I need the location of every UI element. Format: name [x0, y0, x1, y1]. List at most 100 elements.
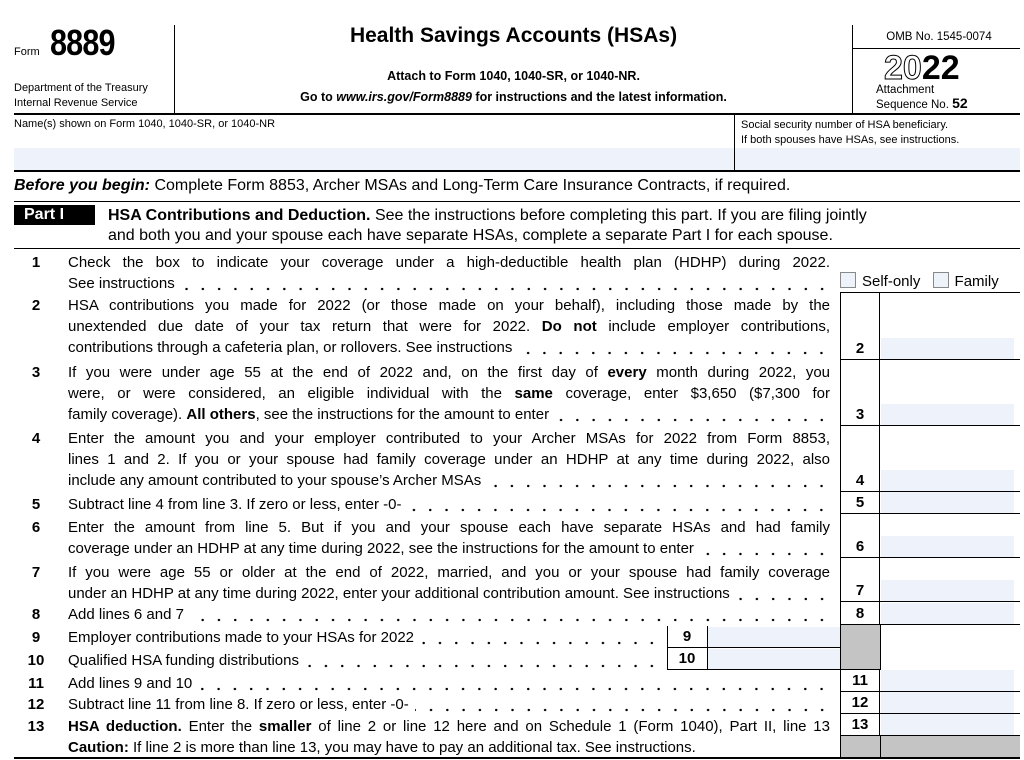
line-text: lines 1 and 2. If you or your spouse had… [68, 449, 830, 470]
line-text: Enter the amount you and your employer c… [68, 428, 830, 449]
ssn-label: Social security number of HSA beneficiar… [741, 119, 949, 131]
amount-field-line-2[interactable] [881, 338, 1014, 359]
before-you-begin: Before you begin: Complete Form 8853, Ar… [14, 177, 790, 195]
dot-leader [304, 650, 660, 671]
amount-field-line-5[interactable] [881, 492, 1014, 513]
amount-field-line-11[interactable] [881, 670, 1014, 691]
line-box-label: 11 [852, 672, 868, 689]
dot-leader [189, 604, 830, 625]
part-title: HSA Contributions and Deduction. [108, 207, 371, 224]
bold-text: every [607, 364, 647, 381]
line-text: If you were age 55 or older at the end o… [68, 562, 830, 583]
line-box-label: 13 [851, 716, 869, 733]
shaded-cell [840, 625, 881, 670]
line-box-label: 12 [851, 694, 869, 711]
text: were, or were considered, an eligible in… [68, 385, 515, 402]
divider [880, 624, 1020, 625]
tax-year: 2022 [884, 49, 960, 88]
divider [880, 557, 1020, 558]
line-box-7 [840, 558, 880, 602]
before-bold: Before you begin: [14, 177, 151, 194]
amount-field-line-7[interactable] [881, 580, 1014, 601]
dot-leader [420, 627, 660, 648]
text: family coverage). [68, 406, 187, 423]
text: Add lines 6 and 7 [68, 606, 184, 623]
line-box-label: 6 [855, 538, 865, 555]
dept-treasury: Department of the Treasury [14, 82, 148, 94]
divider [707, 648, 708, 670]
text: See instructions [68, 274, 175, 292]
text: include any amount contributed to your s… [68, 472, 482, 489]
family-label: Family [954, 273, 999, 290]
line-number: 3 [31, 364, 41, 381]
line-text: Subtract line 11 from line 8. If zero or… [68, 694, 830, 715]
line-text: contributions through a cafeteria plan, … [68, 337, 830, 358]
amount-field-line-8[interactable] [881, 603, 1014, 624]
dot-leader [735, 582, 830, 604]
line-text: Add lines 9 and 10 [68, 673, 830, 694]
line-box-label: 8 [855, 605, 865, 622]
line-text: Caution: If line 2 is more than line 13,… [68, 737, 830, 758]
amount-field-line-6[interactable] [881, 536, 1014, 557]
self-only-checkbox[interactable] [840, 272, 856, 288]
text: HSA contributions you made for 2022 (or … [68, 297, 830, 314]
divider [880, 491, 1020, 492]
divider [880, 601, 1020, 602]
dept-irs: Internal Revenue Service [14, 97, 138, 109]
divider [880, 425, 1020, 426]
year-outline: 20 [884, 49, 923, 88]
text: under an HDHP at any time during 2022, e… [68, 584, 730, 602]
line-number: 1 [31, 254, 41, 271]
line-box-label: 10 [678, 650, 696, 667]
family-checkbox[interactable] [932, 272, 949, 288]
amount-field-line-9[interactable] [708, 627, 840, 647]
text: coverage, enter $3,650 ($7,300 for [552, 385, 830, 402]
line-text: were, or were considered, an eligible in… [68, 383, 830, 404]
form-title: Health Savings Accounts (HSAs) [349, 24, 678, 47]
dot-leader [555, 404, 830, 425]
sequence-label: Sequence No. [876, 99, 949, 111]
text: of line 2 or line 12 here and on Schedul… [311, 718, 830, 735]
line-box-5 [840, 492, 880, 514]
line-box-10 [667, 648, 840, 670]
line-text: Enter the amount from line 5. But if you… [68, 517, 830, 538]
text: Subtract line 4 from line 3. If zero or … [68, 496, 402, 513]
text: Enter the [181, 718, 259, 735]
line-box-label: 3 [855, 406, 865, 423]
amount-field-line-10[interactable] [708, 649, 840, 669]
text: lines 1 and 2. If you or your spouse had… [68, 451, 830, 468]
line-number: 2 [31, 297, 41, 314]
ssn-field[interactable] [735, 148, 1020, 170]
divider [707, 626, 708, 648]
line-box-9 [667, 626, 840, 648]
name-label: Name(s) shown on Form 1040, 1040-SR, or … [14, 118, 276, 130]
line-number: 13 [27, 718, 45, 735]
line-text: Qualified HSA funding distributions [68, 650, 660, 671]
amount-field-line-13[interactable] [881, 714, 1014, 735]
text: Subtract line 11 from line 8. If zero or… [68, 696, 409, 713]
form-number: 8889 [50, 22, 116, 63]
line-text: If you were under age 55 at the end of 2… [68, 362, 830, 383]
line-text: family coverage). All others, see the in… [68, 404, 830, 425]
coverage-checkboxes: Self-only Family [840, 272, 999, 290]
amount-field-line-4[interactable] [881, 470, 1014, 491]
part-tag: Part I [14, 205, 95, 225]
line-box-label: 7 [855, 582, 865, 599]
irs-link[interactable]: www.irs.gov/Form8889 [336, 90, 472, 104]
self-only-option[interactable]: Self-only [840, 272, 920, 290]
line-text: include any amount contributed to your s… [68, 470, 830, 491]
divider [880, 691, 1020, 692]
divider [880, 359, 1020, 360]
name-field[interactable] [14, 148, 734, 170]
family-option[interactable]: Family [932, 272, 999, 290]
dot-leader [414, 694, 830, 715]
line-box-11 [840, 670, 880, 692]
amount-field-line-12[interactable] [881, 692, 1014, 713]
amount-field-line-3[interactable] [881, 404, 1014, 425]
line-text: Add lines 6 and 7 [68, 604, 830, 625]
text: Qualified HSA funding distributions [68, 652, 299, 669]
text: If line 2 is more than line 13, you may … [128, 739, 696, 756]
divider [840, 669, 881, 670]
dot-leader [487, 470, 830, 491]
text: contributions through a cafeteria plan, … [68, 339, 513, 356]
